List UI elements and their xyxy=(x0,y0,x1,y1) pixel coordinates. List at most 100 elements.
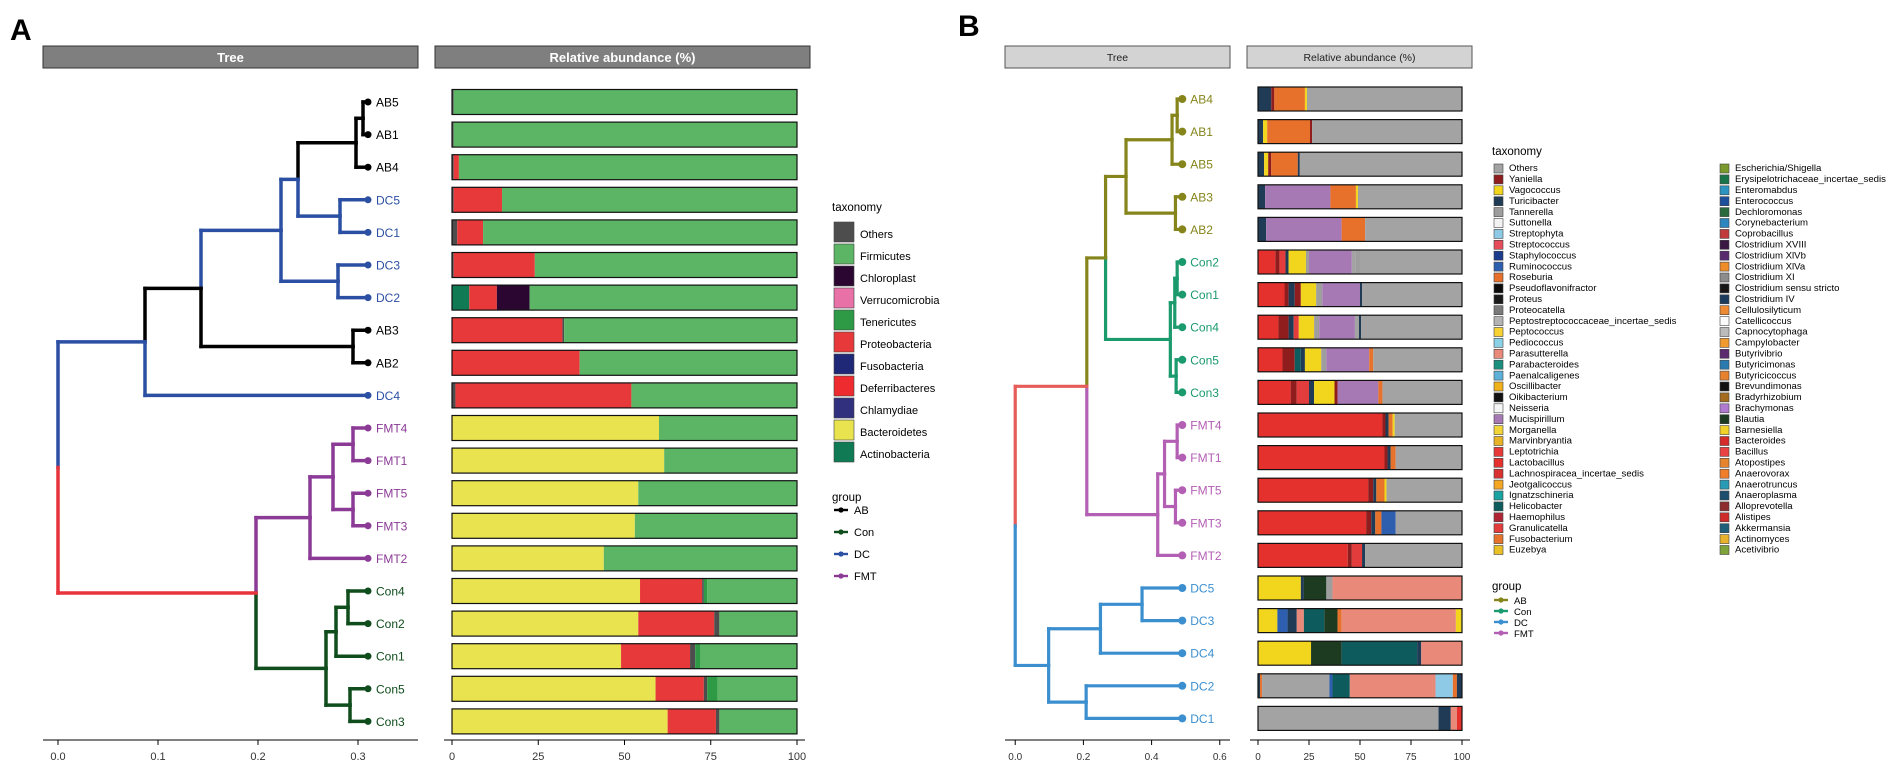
taxonomy-legend-swatch xyxy=(1493,338,1504,348)
tree-tip-label: DC1 xyxy=(1190,712,1214,726)
taxonomy-legend-label: Bacteroidetes xyxy=(860,427,928,439)
bar-segment xyxy=(453,122,797,148)
bar-outline xyxy=(451,447,798,474)
panel-a-tree-header xyxy=(42,45,419,69)
taxonomy-legend-label: Enterococcus xyxy=(1735,196,1793,207)
panel-a-taxonomy-legend-title: taxonomy xyxy=(832,202,882,214)
taxonomy-legend-swatch xyxy=(1493,359,1504,370)
bar-outline xyxy=(451,88,798,116)
taxonomy-legend-swatch xyxy=(1493,261,1504,272)
taxonomy-legend-swatch xyxy=(1493,348,1504,359)
bar-outline xyxy=(451,610,798,637)
bar-segment xyxy=(1360,250,1462,274)
bar-outline xyxy=(451,382,798,409)
bar-segment xyxy=(452,122,454,148)
bar-segment xyxy=(700,643,797,669)
bar-segment xyxy=(1337,380,1379,405)
taxonomy-legend-label: Alistipes xyxy=(1735,512,1771,523)
taxonomy-legend-label: Clostridium XlVb xyxy=(1735,250,1806,261)
tree-tip-point xyxy=(1178,616,1187,625)
panel-a-bar-header xyxy=(434,45,811,69)
taxonomy-legend-swatch xyxy=(1493,425,1504,435)
bar-segment xyxy=(1258,380,1291,405)
bar-outline xyxy=(451,480,798,507)
taxonomy-legend-swatch xyxy=(1493,370,1504,381)
bar-segment xyxy=(496,285,530,311)
taxonomy-legend-swatch xyxy=(1719,207,1730,217)
taxonomy-legend-swatch xyxy=(1719,425,1730,435)
tree-tip-label: FMT4 xyxy=(1190,419,1222,433)
tree-tip-label: FMT1 xyxy=(1190,451,1222,465)
bar-segment xyxy=(1311,641,1342,666)
taxonomy-legend-swatch xyxy=(1719,229,1730,239)
tree-tip-point xyxy=(1178,649,1187,658)
taxonomy-legend-swatch xyxy=(1493,283,1504,294)
bar-segment xyxy=(1386,478,1462,503)
taxonomy-legend-swatch xyxy=(1493,294,1504,305)
bar-segment xyxy=(1319,315,1355,340)
bar-outline xyxy=(1257,249,1463,275)
taxonomy-legend-label: Proteocatella xyxy=(1509,305,1566,316)
bar-outline xyxy=(1257,412,1463,438)
taxonomy-legend-label: Firmicutes xyxy=(860,251,911,263)
group-legend-label: DC xyxy=(854,549,870,561)
tree-tip-point xyxy=(364,620,372,628)
bar-segment xyxy=(715,708,720,734)
tree-tip-point xyxy=(1178,714,1187,723)
taxonomy-legend-swatch xyxy=(1493,185,1504,196)
bar-x-tick-label: 25 xyxy=(532,751,544,763)
bar-segment xyxy=(1300,576,1304,600)
bar-segment xyxy=(1341,608,1456,633)
bar-x-tick-label: 100 xyxy=(788,751,806,763)
taxonomy-legend-swatch xyxy=(1493,436,1504,446)
tree-tip-point xyxy=(1178,584,1187,592)
taxonomy-legend-swatch xyxy=(1493,403,1504,414)
bar-segment xyxy=(1395,510,1462,535)
bar-segment xyxy=(1355,184,1358,209)
bar-x-tick-label: 100 xyxy=(1454,752,1471,763)
bar-segment xyxy=(717,676,797,702)
tree-tip-label: AB2 xyxy=(1190,223,1213,237)
bar-segment xyxy=(1278,315,1289,340)
bar-segment xyxy=(695,643,701,669)
bar-x-tick-label: 75 xyxy=(1405,752,1417,763)
taxonomy-legend-label: Parasutterella xyxy=(1509,349,1569,360)
bar-segment xyxy=(453,252,535,278)
taxonomy-legend-swatch xyxy=(833,397,855,419)
group-legend-label: AB xyxy=(1514,596,1527,607)
taxonomy-legend-swatch xyxy=(1493,501,1504,512)
taxonomy-legend-label: Morganella xyxy=(1509,425,1557,436)
bar-segment xyxy=(453,187,503,213)
bar-segment xyxy=(1349,673,1436,698)
taxonomy-legend-swatch xyxy=(1493,218,1504,228)
tree-tip-label: DC4 xyxy=(1190,647,1214,661)
tree-tip-label: Con3 xyxy=(376,715,405,729)
taxonomy-legend-swatch xyxy=(1719,294,1730,305)
panel-b-label: B xyxy=(958,10,980,43)
bar-segment xyxy=(1258,445,1385,470)
tree-tip-point xyxy=(1178,421,1187,429)
tree-tip-label: Con2 xyxy=(376,617,405,631)
tree-tip-label: FMT5 xyxy=(376,487,408,501)
bar-segment xyxy=(1300,282,1317,307)
group-legend-dot xyxy=(1498,630,1504,636)
bar-outline xyxy=(1257,151,1463,177)
bar-segment xyxy=(452,643,622,669)
bar-segment xyxy=(1263,119,1268,144)
taxonomy-legend-swatch xyxy=(1719,305,1730,316)
taxonomy-legend-label: Parabacteroides xyxy=(1509,359,1579,370)
tree-tip-label: Con5 xyxy=(376,682,405,696)
taxonomy-legend-label: Oscillibacter xyxy=(1509,381,1562,392)
taxonomy-legend-swatch xyxy=(1719,490,1730,501)
bar-segment xyxy=(1455,608,1462,633)
bar-segment xyxy=(1394,413,1462,437)
taxonomy-legend-label: Actinobacteria xyxy=(860,449,931,461)
taxonomy-legend-swatch xyxy=(1719,392,1730,403)
taxonomy-legend-label: Corynebacterium xyxy=(1735,218,1808,229)
bar-segment xyxy=(1371,510,1376,535)
tree-tip-point xyxy=(364,98,372,106)
taxonomy-legend-label: Butyricimonas xyxy=(1735,359,1795,370)
bar-segment xyxy=(1341,217,1366,242)
taxonomy-legend-label: Clostridium XVIII xyxy=(1735,240,1806,251)
